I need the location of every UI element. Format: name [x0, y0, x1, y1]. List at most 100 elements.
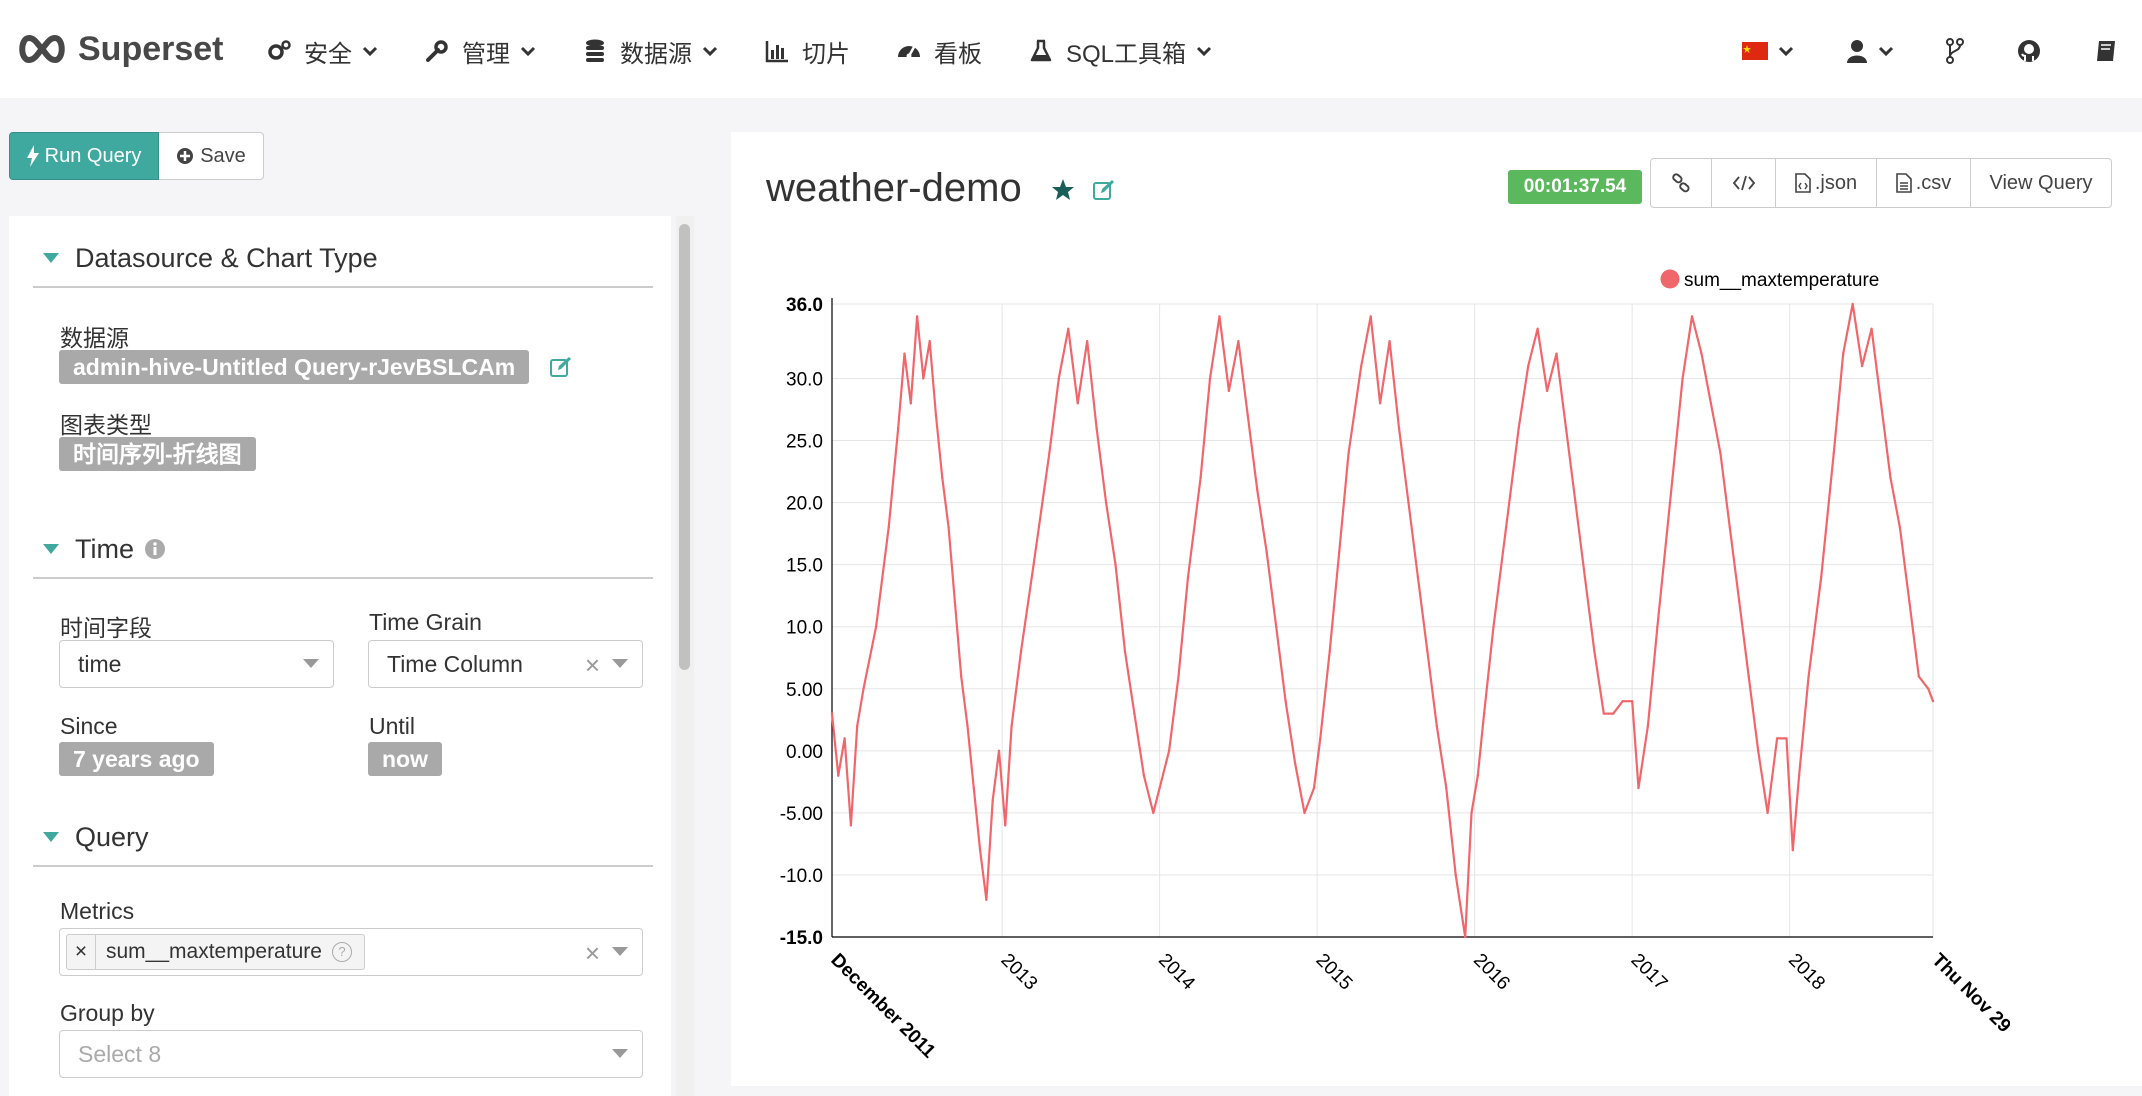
code-fork-icon — [1946, 38, 1964, 64]
data-point — [947, 526, 950, 529]
data-point — [1482, 712, 1486, 715]
time-grain-value: Time Column — [387, 650, 523, 677]
caret-down-icon — [612, 947, 628, 956]
info-icon[interactable] — [144, 538, 166, 560]
help-icon[interactable]: ? — [331, 942, 352, 962]
data-point — [1612, 712, 1615, 715]
data-point — [1010, 724, 1013, 728]
data-point — [1791, 848, 1795, 852]
data-point — [1227, 389, 1231, 393]
scrollbar-thumb[interactable] — [679, 224, 690, 670]
brand-logo[interactable]: Superset — [16, 24, 224, 74]
data-point — [1454, 873, 1457, 877]
data-point — [1593, 650, 1596, 653]
clear-icon[interactable]: × — [584, 938, 600, 968]
data-point — [1048, 451, 1051, 455]
save-button[interactable]: Save — [159, 132, 264, 180]
language-menu[interactable] — [1742, 42, 1794, 60]
data-point — [1832, 451, 1835, 455]
y-tick-label: 36.0 — [786, 295, 823, 316]
data-point — [1785, 737, 1788, 740]
chart-legend[interactable]: sum__maxtemperature — [1660, 269, 1880, 292]
nav-security[interactable]: 安全 — [266, 34, 378, 69]
nav-sql-lab[interactable]: SQL工具箱 — [1028, 34, 1212, 69]
data-point — [1218, 315, 1221, 318]
edit-icon[interactable] — [1092, 178, 1116, 202]
data-point — [1237, 340, 1240, 343]
section-datasource-header[interactable]: Datasource & Chart Type — [33, 230, 653, 288]
data-point — [1807, 675, 1810, 678]
remove-chip-icon[interactable]: × — [67, 935, 96, 969]
run-query-label: Run Query — [44, 144, 142, 167]
data-point — [1637, 786, 1640, 790]
data-point — [887, 526, 890, 529]
nav-dashboards[interactable]: 看板 — [896, 34, 982, 69]
data-point — [1668, 501, 1672, 504]
edit-icon[interactable] — [549, 355, 573, 379]
nav-datasources-label: 数据源 — [620, 40, 692, 68]
data-point — [1378, 402, 1382, 405]
data-point — [1709, 402, 1713, 405]
x-tick-label: 2014 — [1154, 950, 1199, 995]
nav-slices[interactable]: 切片 — [764, 34, 850, 69]
since-tag[interactable]: 7 years ago — [59, 742, 214, 776]
groupby-select[interactable]: Select 8 — [59, 1030, 643, 1078]
data-point — [1630, 699, 1634, 703]
x-tick-label: Thu Nov 29 — [1927, 950, 2010, 1037]
user-menu[interactable] — [1846, 39, 1894, 63]
data-point — [862, 687, 865, 690]
collapse-triangle-icon — [43, 544, 59, 554]
export-json-button[interactable]: .json — [1775, 158, 1877, 208]
clear-icon[interactable]: × — [584, 650, 600, 680]
data-point — [1931, 699, 1935, 703]
star-icon[interactable] — [1051, 178, 1075, 202]
section-query-header[interactable]: Query — [33, 809, 653, 867]
data-point — [856, 724, 859, 728]
data-point — [972, 786, 975, 790]
time-grain-label: Time Grain — [369, 609, 482, 635]
data-point — [1426, 650, 1429, 653]
nav-datasources[interactable]: 数据源 — [582, 34, 718, 69]
data-point — [843, 737, 846, 740]
main-nav: 安全 管理 数据源 切片 看板 SQL工具箱 — [266, 24, 1258, 78]
nav-manage[interactable]: 管理 — [424, 34, 536, 69]
view-query-button[interactable]: View Query — [1970, 158, 2112, 208]
until-tag[interactable]: now — [368, 742, 442, 776]
data-point — [1435, 724, 1439, 728]
collapse-triangle-icon — [43, 832, 59, 842]
data-point — [1133, 712, 1136, 715]
chevron-down-icon — [520, 46, 536, 57]
user-icon — [1847, 40, 1867, 63]
run-query-button[interactable]: Run Query — [9, 132, 159, 180]
data-point — [1766, 811, 1769, 815]
version-link[interactable] — [1946, 38, 1964, 64]
y-axis: 36.0 30.0 25.0 20.0 15.0 10.0 5.00 0.00 -5.00 -10… — [780, 295, 833, 949]
data-point — [1463, 935, 1467, 939]
data-point — [830, 712, 834, 715]
viz-type-tag[interactable]: 时间序列-折线图 — [59, 437, 256, 471]
control-panel-scrollbar[interactable] — [676, 216, 694, 1096]
time-grain-select[interactable]: Time Column × — [368, 640, 643, 688]
time-field-label: 时间字段 — [60, 615, 152, 641]
datasource-tag[interactable]: admin-hive-Untitled Query-rJevBSLCAm — [59, 350, 530, 384]
series-line — [830, 302, 1935, 939]
time-field-select[interactable]: time — [59, 640, 334, 688]
docs-link[interactable] — [2094, 39, 2118, 63]
data-point — [1388, 340, 1391, 343]
data-point — [1690, 315, 1694, 318]
data-point — [1360, 364, 1363, 368]
github-link[interactable] — [2016, 38, 2042, 64]
database-icon — [586, 39, 604, 62]
groupby-placeholder: Select 8 — [78, 1040, 162, 1067]
y-tick-label: 10.0 — [786, 618, 823, 639]
metrics-select[interactable]: × sum__maxtemperature ? × — [59, 928, 643, 976]
data-point — [1312, 786, 1316, 790]
section-time-header[interactable]: Time — [33, 521, 653, 579]
data-point — [1819, 575, 1823, 579]
x-tick-label: 2015 — [1312, 950, 1357, 995]
embed-code-button[interactable] — [1711, 158, 1776, 208]
share-link-button[interactable] — [1650, 158, 1712, 208]
export-csv-button[interactable]: .csv — [1876, 158, 1971, 208]
data-point — [1700, 352, 1703, 355]
data-point — [1842, 352, 1845, 355]
